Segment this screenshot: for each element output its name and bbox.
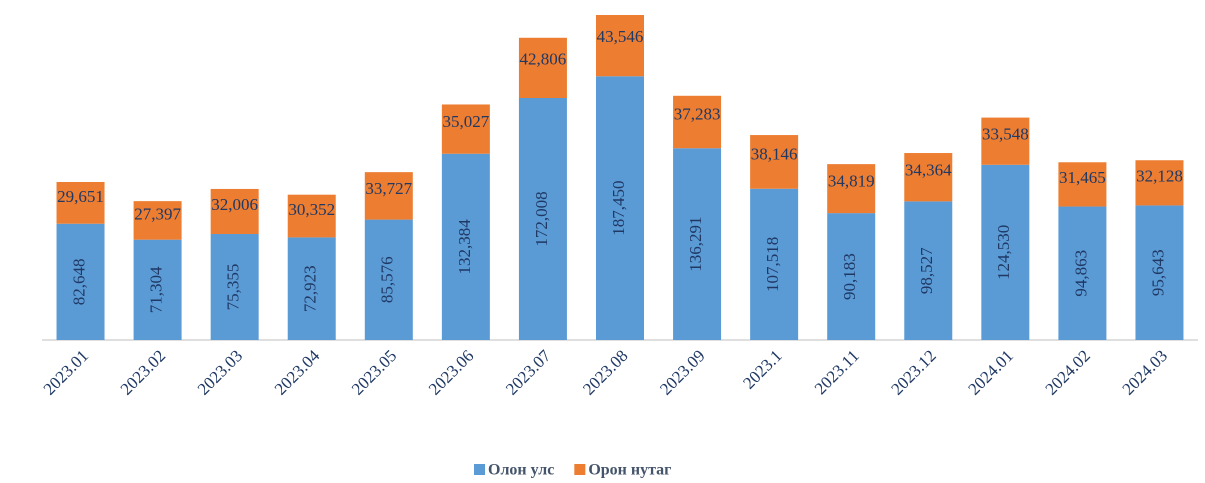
value-label: 38,146 [751,144,798,163]
value-label: 72,923 [301,265,320,312]
value-label: 82,648 [69,258,88,305]
bar-segment [364,219,413,340]
bar-segment [518,97,567,340]
x-tick-label: 2023.01 [40,346,93,399]
bar-segment [1058,162,1107,207]
value-label: 172,008 [532,191,551,246]
bar-segment [133,201,182,240]
bar-segment [750,188,799,340]
value-label: 85,576 [378,256,397,303]
value-label: 31,465 [1059,168,1106,187]
bar-segment [56,182,105,224]
bar-segment [364,172,413,220]
bar-segment [210,233,259,340]
bar-segment [750,135,799,189]
x-tick-label: 2023.07 [502,346,555,399]
value-label: 90,183 [840,253,859,300]
value-label: 32,128 [1136,166,1183,185]
value-label: 136,291 [686,216,705,271]
bar-segment [904,201,953,340]
value-label: 94,863 [1071,250,1090,297]
value-label: 187,450 [609,181,628,236]
value-label: 71,304 [147,266,166,313]
value-label: 95,643 [1148,249,1167,296]
bar-segment [673,148,722,340]
x-tick-label: 2023.04 [271,346,324,399]
bar-segment [673,95,722,149]
x-tick-label: 2024.03 [1119,346,1172,399]
bar-segment [1135,205,1184,340]
value-label: 29,651 [57,187,104,206]
value-label: 33,727 [365,179,412,198]
x-tick-label: 2023.02 [117,346,170,399]
value-label: 107,518 [763,237,782,292]
legend-swatch [574,464,586,475]
bar-segment [133,239,182,340]
legend-label: Олон улс [488,462,554,479]
value-label: 34,819 [828,172,875,191]
bar-segment [441,104,490,154]
legend-label: Орон нутаг [588,462,671,479]
x-tick-label: 2023.06 [425,346,478,399]
bar-segment [596,76,644,341]
x-tick-label: 2023.09 [656,346,709,399]
bar-segment [827,213,876,340]
x-tick-label: 2023.05 [348,346,401,399]
value-label: 132,384 [455,219,474,275]
bar-segment [518,37,567,98]
value-label: 98,527 [917,247,936,294]
value-label: 32,006 [211,195,258,214]
legend-swatch [474,464,485,475]
bar-segment [981,117,1030,165]
bar-segment [1135,160,1184,206]
bar-segment [827,164,876,214]
bar-segment [596,15,644,77]
bar-segment [287,194,336,238]
value-label: 43,546 [597,27,644,46]
value-label: 124,530 [994,225,1013,280]
bar-segment [904,153,953,202]
value-label: 33,548 [982,124,1029,143]
x-tick-label: 2024.02 [1041,346,1094,399]
value-label: 30,352 [288,200,335,219]
value-label: 42,806 [520,50,567,69]
value-label: 34,364 [905,160,952,179]
bar-segment [56,223,105,340]
x-tick-label: 2023.08 [579,346,632,399]
value-label: 37,283 [674,105,721,124]
bar-segment [287,237,336,340]
bar-segment [981,164,1030,340]
x-tick-label: 2023.11 [811,346,863,398]
bar-segment [1058,206,1107,340]
x-tick-label: 2023.03 [194,346,247,399]
x-tick-label: 2023.1 [739,346,785,392]
x-tick-label: 2023.12 [887,346,940,399]
value-label: 27,397 [134,205,181,224]
value-label: 35,027 [442,112,489,131]
bar-segment [441,153,490,340]
value-label: 75,355 [224,264,243,311]
bar-segment [210,188,259,234]
x-tick-label: 2024.01 [964,346,1017,399]
